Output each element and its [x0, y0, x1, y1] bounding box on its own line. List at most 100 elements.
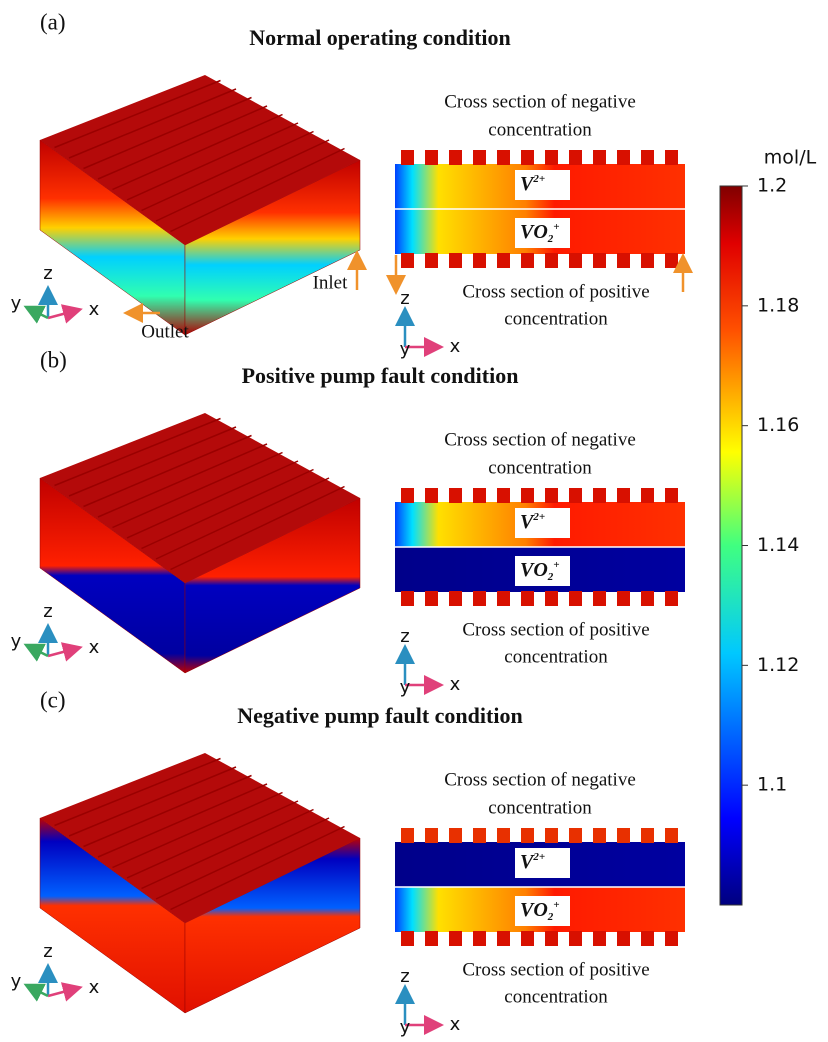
channel-rib [617, 931, 630, 946]
caption: concentration [488, 457, 592, 478]
channel-rib [401, 253, 414, 268]
block-rib [141, 130, 314, 212]
ion-part: VO [520, 899, 548, 921]
channel-rib [473, 591, 486, 606]
inlet-label: Inlet [313, 272, 349, 293]
axis-y-arrow [23, 305, 49, 324]
block-rib [112, 451, 283, 529]
channel-rib [521, 253, 534, 268]
channel-rib [425, 150, 438, 165]
ion-box [515, 218, 570, 248]
channel-rib [665, 591, 678, 606]
caption: concentration [504, 308, 608, 329]
block-rib [97, 105, 268, 180]
ion-part: 2 [547, 911, 554, 923]
channel-rib [497, 150, 510, 165]
ion-part: 2+ [532, 851, 545, 863]
channel-rib [641, 253, 654, 268]
block-rib [170, 485, 345, 571]
caption: Cross section of positive [462, 959, 649, 980]
axis-label: y [11, 971, 22, 992]
ion-label: V2+ [520, 511, 545, 533]
channel-rib [497, 931, 510, 946]
ion-label: VO2+ [520, 221, 560, 245]
channel-rib [641, 828, 654, 843]
block-rib [141, 808, 314, 890]
channel-rib [617, 488, 630, 503]
caption: Cross section of negative [444, 91, 636, 112]
ion-part: 2 [547, 233, 554, 245]
colorbar-tick-label: 1.14 [757, 534, 799, 556]
channel-rib [473, 488, 486, 503]
channel-rib [665, 150, 678, 165]
ion-label: V2+ [520, 851, 545, 873]
caption: Cross section of positive [462, 619, 649, 640]
axis-label: y [400, 1017, 411, 1038]
channel-rib [641, 488, 654, 503]
panel-title: Negative pump fault condition [237, 703, 522, 728]
channel-rib [425, 253, 438, 268]
ion-part: + [553, 221, 559, 233]
channel-rib [425, 828, 438, 843]
axis-label: y [400, 677, 411, 698]
caption: Cross section of positive [462, 281, 649, 302]
channel-rib [569, 828, 582, 843]
channel-rib [641, 931, 654, 946]
channel-rib [425, 931, 438, 946]
channel-rib [545, 931, 558, 946]
block-rib [170, 147, 345, 233]
channel-rib [569, 591, 582, 606]
axis-label: z [43, 601, 52, 622]
ion-label: VO2+ [520, 559, 560, 583]
block-rib [97, 443, 268, 518]
axis-label: x [450, 674, 461, 695]
channel-rib [473, 253, 486, 268]
colorbar-tick-label: 1.18 [757, 294, 799, 316]
ion-label: V2+ [520, 173, 545, 195]
block-rib [170, 825, 345, 911]
axis-label: x [89, 637, 100, 658]
ion-box [515, 508, 570, 538]
axis-label: z [400, 626, 409, 647]
block-rib [97, 783, 268, 858]
channel-rib [569, 488, 582, 503]
block-rib [68, 426, 237, 497]
ion-part: V [520, 173, 535, 195]
panel-label: (b) [40, 347, 67, 372]
channel-rib [593, 150, 606, 165]
colorbar [719, 185, 743, 906]
block-rib [83, 96, 252, 170]
axis-label: x [89, 299, 100, 320]
axis-label: y [11, 631, 22, 652]
channel-rib [665, 253, 678, 268]
caption: concentration [488, 797, 592, 818]
block-top-face [40, 75, 360, 245]
axis-x-arrow [47, 642, 83, 662]
axis-label: x [450, 1014, 461, 1035]
ion-box [515, 896, 570, 926]
panel-title: Positive pump fault condition [242, 363, 519, 388]
ion-part: 2+ [532, 511, 545, 523]
ion-part: VO [520, 559, 548, 581]
channel-rib [497, 828, 510, 843]
colorbar-tick-label: 1.16 [757, 414, 799, 436]
axis-x-arrow [47, 304, 83, 324]
panel-title: Normal operating condition [249, 25, 511, 50]
channel-rib [593, 931, 606, 946]
channel-rib [521, 931, 534, 946]
block-rib [155, 477, 330, 560]
block-rib [54, 79, 221, 149]
channel-rib [473, 150, 486, 165]
ion-part: 2+ [532, 173, 545, 185]
channel-rib [569, 150, 582, 165]
channel-rib [449, 591, 462, 606]
outlet-label: Outlet [141, 321, 189, 342]
channel-rib [497, 253, 510, 268]
colorbar-tick-label: 1.12 [757, 654, 799, 676]
block-rib [155, 139, 330, 222]
channel-rib [545, 150, 558, 165]
axis-label: z [43, 941, 52, 962]
axis-y-arrow [23, 643, 49, 662]
ion-label: VO2+ [520, 899, 560, 923]
channel-rib [449, 150, 462, 165]
